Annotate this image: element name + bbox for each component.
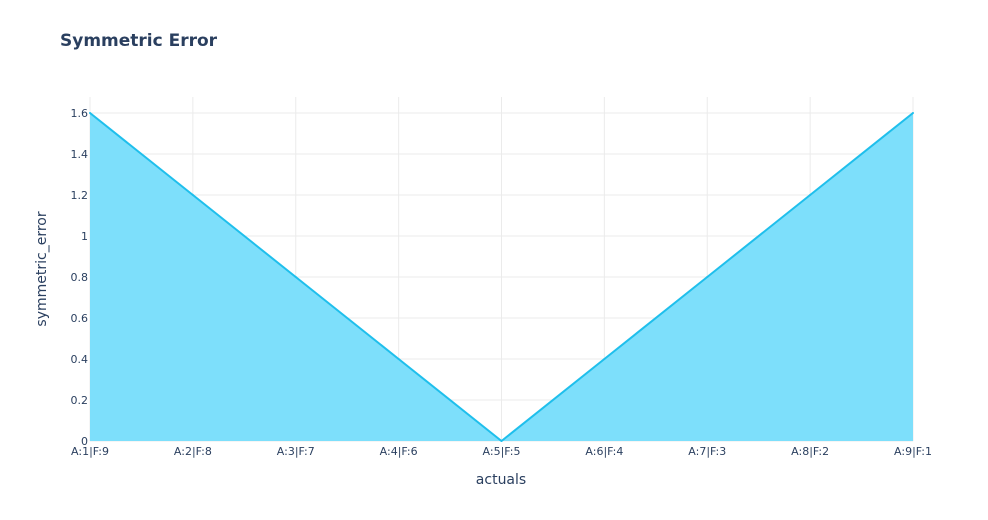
x-tick-label: A:9|F:1 bbox=[894, 445, 932, 458]
data-point bbox=[294, 276, 297, 278]
x-tick-label: A:4|F:6 bbox=[380, 445, 418, 458]
y-tick-label: 0 bbox=[81, 435, 88, 448]
series-layer bbox=[89, 112, 914, 442]
y-tick-label: 0.6 bbox=[71, 312, 89, 325]
area-fill bbox=[90, 113, 913, 441]
y-tick-label: 1 bbox=[81, 230, 88, 243]
x-tick-label: A:2|F:8 bbox=[174, 445, 212, 458]
x-tick-label: A:1|F:9 bbox=[71, 445, 109, 458]
y-tick-label: 0.2 bbox=[71, 394, 89, 407]
y-axis-title: symmetric_error bbox=[34, 211, 50, 326]
x-axis-ticks: A:1|F:9 A:2|F:8 A:3|F:7 A:4|F:6 A:5|F:5 A:6|F… bbox=[71, 445, 932, 458]
x-tick-label: A:8|F:2 bbox=[791, 445, 829, 458]
data-point bbox=[500, 440, 503, 442]
y-tick-label: 1.2 bbox=[71, 189, 89, 202]
data-point bbox=[603, 358, 606, 360]
data-point bbox=[706, 276, 709, 278]
y-tick-label: 0.8 bbox=[71, 271, 89, 284]
chart-title: Symmetric Error bbox=[60, 31, 218, 51]
x-axis-title: actuals bbox=[476, 472, 526, 488]
x-tick-label: A:5|F:5 bbox=[483, 445, 521, 458]
data-point bbox=[912, 112, 914, 114]
data-point bbox=[191, 194, 194, 196]
y-axis-ticks: 0 0.2 0.4 0.6 0.8 1 1.2 1.4 1.6 bbox=[71, 107, 89, 448]
x-tick-label: A:6|F:4 bbox=[585, 445, 623, 458]
y-tick-label: 1.6 bbox=[71, 107, 89, 120]
data-point bbox=[809, 194, 812, 196]
data-point bbox=[89, 112, 91, 114]
data-point bbox=[397, 358, 400, 360]
x-tick-label: A:7|F:3 bbox=[688, 445, 726, 458]
x-tick-label: A:3|F:7 bbox=[277, 445, 315, 458]
y-tick-label: 1.4 bbox=[71, 148, 89, 161]
y-tick-label: 0.4 bbox=[71, 353, 89, 366]
